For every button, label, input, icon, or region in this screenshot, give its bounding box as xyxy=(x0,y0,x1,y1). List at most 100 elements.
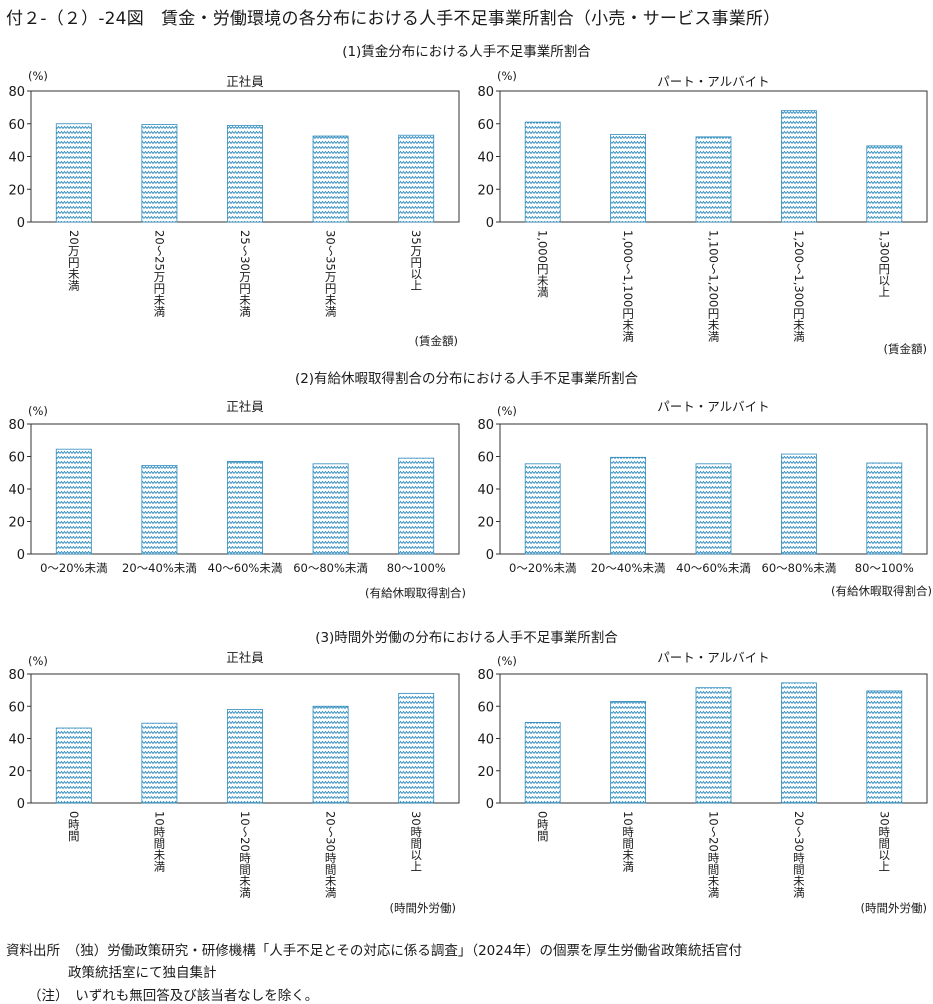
bar xyxy=(610,701,647,804)
x-tick-label: 30～35万円未満 xyxy=(324,230,338,317)
chart-title: 正社員 xyxy=(226,650,264,665)
bar xyxy=(866,145,903,223)
footer-source-cont: 政策統括室にて独自集計 xyxy=(68,965,217,981)
bar xyxy=(610,456,647,555)
bar xyxy=(312,705,349,804)
y-tick-label: 0 xyxy=(17,216,25,231)
bar xyxy=(55,448,92,555)
y-tick-label: 20 xyxy=(477,516,494,531)
y-tick-label: 0 xyxy=(486,216,494,231)
bar xyxy=(695,687,732,804)
y-tick-label: 20 xyxy=(477,183,494,198)
y-tick-label: 60 xyxy=(477,118,494,133)
x-tick-label: 25～30万円未満 xyxy=(238,230,252,317)
x-axis-label: (賃金額) xyxy=(884,342,927,356)
chart-title: パート・アルバイト xyxy=(657,399,769,414)
x-axis-label: (賃金額) xyxy=(415,334,458,348)
x-tick-label: 10～20時間未満 xyxy=(238,811,252,898)
y-tick-label: 80 xyxy=(8,85,25,100)
y-axis-label: (%) xyxy=(497,404,517,418)
bar xyxy=(55,727,92,804)
x-tick-label: 1,000～1,100円未満 xyxy=(621,230,635,342)
x-tick-label: 80～100% xyxy=(855,561,914,575)
x-tick-label: 10時間未満 xyxy=(152,811,166,872)
bar xyxy=(866,462,903,555)
y-tick-label: 20 xyxy=(8,183,25,198)
y-tick-label: 0 xyxy=(486,797,494,812)
y-tick-label: 40 xyxy=(8,733,25,748)
y-tick-label: 80 xyxy=(8,418,25,433)
chart-title: 正社員 xyxy=(226,74,264,89)
y-axis-label: (%) xyxy=(28,654,48,668)
y-axis-label: (%) xyxy=(497,654,517,668)
y-tick-label: 80 xyxy=(8,668,25,683)
bar xyxy=(866,690,903,804)
footer-source: 資料出所 （独）労働政策研究・研修機構「人手不足とその対応に係る調査」（2024… xyxy=(6,943,742,959)
x-tick-label: 1,200～1,300円未満 xyxy=(792,230,806,342)
x-axis-label: (時間外労働) xyxy=(861,901,927,915)
x-tick-label: 20～30時間未満 xyxy=(324,811,338,898)
page-title: 付２-（２）-24図 賃金・労働環境の各分布における人手不足事業所割合（小売・サ… xyxy=(6,9,781,29)
x-tick-label: 35万円以上 xyxy=(409,230,423,291)
x-tick-label: 40～60%未満 xyxy=(676,561,751,575)
y-tick-label: 40 xyxy=(477,733,494,748)
bar xyxy=(227,460,263,555)
y-tick-label: 60 xyxy=(477,700,494,715)
section-title-paid-leave: (2)有給休暇取得割合の分布における人手不足事業所割合 xyxy=(294,371,639,387)
footer-note: （注） いずれも無回答及び該当者なしを除く。 xyxy=(28,988,319,1004)
bar xyxy=(55,123,92,223)
section-title-wage: (1)賃金分布における人手不足事業所割合 xyxy=(342,44,591,60)
x-tick-label: 20万円未満 xyxy=(67,230,81,291)
bar xyxy=(398,134,435,223)
bar xyxy=(227,709,263,804)
x-tick-label: 1,300円以上 xyxy=(877,230,891,297)
bar xyxy=(524,121,561,223)
y-axis-label: (%) xyxy=(28,69,48,83)
chart-title: パート・アルバイト xyxy=(657,650,769,665)
y-tick-label: 20 xyxy=(8,516,25,531)
bar xyxy=(610,133,647,223)
x-tick-label: 0～20%未満 xyxy=(40,561,107,575)
y-tick-label: 40 xyxy=(477,151,494,166)
x-tick-label: 20～25万円未満 xyxy=(152,230,166,317)
section-title-overtime: (3)時間外労働の分布における人手不足事業所割合 xyxy=(315,630,618,646)
y-tick-label: 40 xyxy=(477,483,494,498)
bar xyxy=(780,453,817,555)
bar xyxy=(227,124,263,223)
bar xyxy=(312,463,349,555)
bar xyxy=(398,692,435,804)
y-tick-label: 80 xyxy=(477,668,494,683)
y-tick-label: 60 xyxy=(8,700,25,715)
y-tick-label: 60 xyxy=(8,451,25,466)
bar xyxy=(524,463,561,555)
x-axis-label: (時間外労働) xyxy=(390,901,456,915)
bar xyxy=(780,682,817,804)
y-tick-label: 80 xyxy=(477,418,494,433)
bar xyxy=(398,457,435,555)
x-tick-label: 60～80%未満 xyxy=(293,561,368,575)
bar xyxy=(141,124,178,223)
y-tick-label: 20 xyxy=(477,765,494,780)
y-tick-label: 80 xyxy=(477,85,494,100)
y-tick-label: 0 xyxy=(17,548,25,563)
x-tick-label: 30時間以上 xyxy=(409,811,423,872)
y-axis-label: (%) xyxy=(497,69,517,83)
y-tick-label: 20 xyxy=(8,765,25,780)
x-tick-label: 1,000円未満 xyxy=(536,230,550,298)
y-tick-label: 60 xyxy=(477,451,494,466)
x-tick-label: 1,100～1,200円未満 xyxy=(707,230,721,342)
x-tick-label: 10～20時間未満 xyxy=(707,811,721,898)
x-axis-label: (有給休暇取得割合) xyxy=(365,586,466,600)
bar xyxy=(141,722,178,804)
bar xyxy=(524,721,561,804)
x-axis-label: (有給休暇取得割合) xyxy=(831,584,932,598)
y-tick-label: 0 xyxy=(17,797,25,812)
x-tick-label: 40～60%未満 xyxy=(208,561,283,575)
y-axis-label: (%) xyxy=(28,404,48,418)
x-tick-label: 0～20%未満 xyxy=(509,561,576,575)
